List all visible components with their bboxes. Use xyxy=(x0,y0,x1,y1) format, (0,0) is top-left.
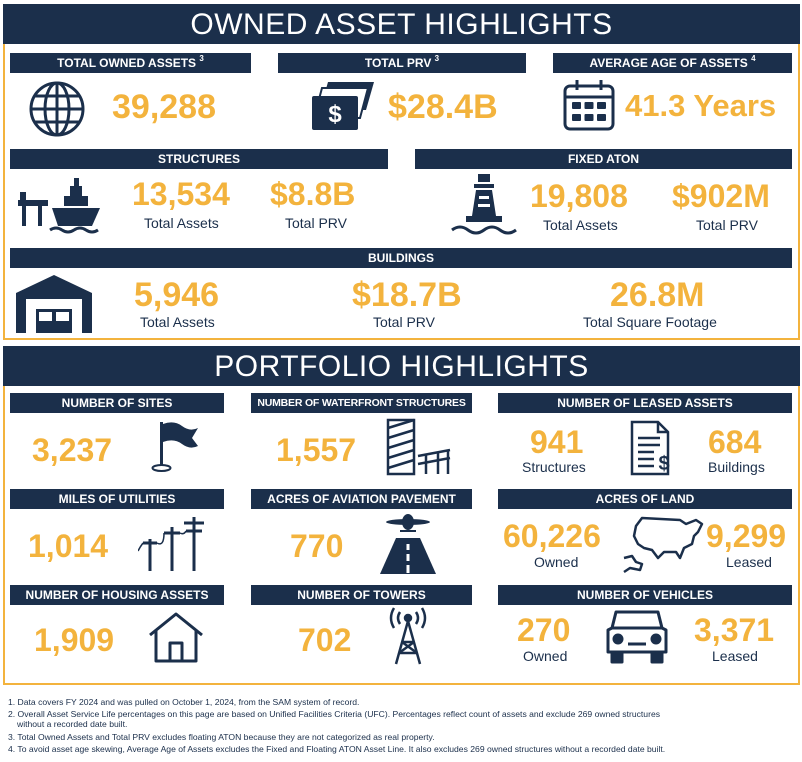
globe-icon xyxy=(29,81,85,137)
utility-pole-icon xyxy=(138,517,204,571)
buildings-total-prv-value: $18.7B xyxy=(352,276,462,314)
land-owned-value: 60,226 xyxy=(503,518,601,554)
land-leased-label: Leased xyxy=(726,554,772,570)
waterfront-structures-header: NUMBER OF WATERFRONT STRUCTURES xyxy=(251,393,472,413)
us-map-icon xyxy=(623,516,704,574)
fixed-aton-total-assets-value: 19,808 xyxy=(530,178,628,214)
structures-total-assets-label: Total Assets xyxy=(144,215,219,231)
number-of-towers-header: NUMBER OF TOWERS xyxy=(251,585,472,605)
structures-total-prv-value: $8.8B xyxy=(270,176,356,212)
svg-text:$: $ xyxy=(658,453,669,475)
buildings-total-assets-label: Total Assets xyxy=(140,314,215,330)
fixed-aton-header: FIXED ATON xyxy=(415,149,792,169)
miles-of-utilities-value: 1,014 xyxy=(28,528,109,564)
owned-assets-title: OWNED ASSET HIGHLIGHTS xyxy=(3,4,800,44)
number-of-sites-value: 3,237 xyxy=(32,432,113,468)
fixed-aton-total-assets-label: Total Assets xyxy=(543,217,618,233)
number-of-sites-header: NUMBER OF SITES xyxy=(10,393,224,413)
buildings-square-footage-label: Total Square Footage xyxy=(583,314,717,330)
portfolio-title: PORTFOLIO HIGHLIGHTS xyxy=(3,346,800,386)
waterfront-structures-value: 1,557 xyxy=(276,432,357,468)
aviation-pavement-value: 770 xyxy=(290,528,344,564)
leased-buildings-value: 684 xyxy=(708,424,762,460)
average-age-header: AVERAGE AGE OF ASSETS 4 xyxy=(553,53,792,73)
housing-assets-value: 1,909 xyxy=(34,622,115,658)
lease-document-icon: $ xyxy=(630,420,670,476)
car-icon xyxy=(606,610,668,664)
structures-header: STRUCTURES xyxy=(10,149,388,169)
structures-total-assets-value: 13,534 xyxy=(132,176,230,212)
buoy-icon xyxy=(451,174,517,235)
vehicles-owned-value: 270 xyxy=(517,612,571,648)
cash-icon: $ xyxy=(312,82,374,130)
calendar-icon xyxy=(563,80,615,131)
buildings-total-assets-value: 5,946 xyxy=(134,276,220,314)
ship-pier-icon xyxy=(18,178,100,234)
housing-assets-header: NUMBER OF HOUSING ASSETS xyxy=(10,585,224,605)
number-of-towers-value: 702 xyxy=(298,622,352,658)
fixed-aton-total-prv-label: Total PRV xyxy=(696,217,758,233)
acres-of-land-header: ACRES OF LAND xyxy=(498,489,792,509)
footnote-1: 1. Data covers FY 2024 and was pulled on… xyxy=(8,697,360,707)
flag-icon xyxy=(151,422,198,472)
total-prv-header: TOTAL PRV 3 xyxy=(278,53,526,73)
buildings-header: BUILDINGS xyxy=(10,248,792,268)
miles-of-utilities-header: MILES OF UTILITIES xyxy=(10,489,224,509)
footnote-2-continued: without a recorded date built. xyxy=(17,719,128,729)
total-owned-assets-value: 39,288 xyxy=(112,88,216,126)
warehouse-icon xyxy=(16,275,92,333)
leased-buildings-label: Buildings xyxy=(708,459,765,475)
fixed-aton-total-prv-value: $902M xyxy=(672,178,770,214)
footnote-4: 4. To avoid asset age skewing, Average A… xyxy=(8,744,666,754)
total-owned-assets-header: TOTAL OWNED ASSETS 3 xyxy=(10,53,251,73)
svg-text:$: $ xyxy=(328,101,342,128)
land-owned-label: Owned xyxy=(534,554,579,570)
leased-structures-label: Structures xyxy=(522,459,586,475)
radio-tower-icon xyxy=(389,607,427,665)
total-prv-value: $28.4B xyxy=(388,88,498,126)
land-leased-value: 9,299 xyxy=(706,518,787,554)
vehicles-owned-label: Owned xyxy=(523,648,568,664)
pier-piling-icon xyxy=(386,418,451,476)
house-icon xyxy=(149,612,203,663)
buildings-total-prv-label: Total PRV xyxy=(373,314,435,330)
leased-structures-value: 941 xyxy=(530,424,584,460)
runway-plane-icon xyxy=(380,514,436,574)
footnote-2: 2. Overall Asset Service Life percentage… xyxy=(8,709,661,719)
buildings-square-footage-value: 26.8M xyxy=(610,276,705,314)
number-of-vehicles-header: NUMBER OF VEHICLES xyxy=(498,585,792,605)
footnote-3: 3. Total Owned Assets and Total PRV excl… xyxy=(8,732,435,742)
average-age-value: 41.3 Years xyxy=(625,88,777,123)
vehicles-leased-label: Leased xyxy=(712,648,758,664)
aviation-pavement-header: ACRES OF AVIATION PAVEMENT xyxy=(251,489,472,509)
structures-total-prv-label: Total PRV xyxy=(285,215,347,231)
vehicles-leased-value: 3,371 xyxy=(694,612,775,648)
leased-assets-header: NUMBER OF LEASED ASSETS xyxy=(498,393,792,413)
